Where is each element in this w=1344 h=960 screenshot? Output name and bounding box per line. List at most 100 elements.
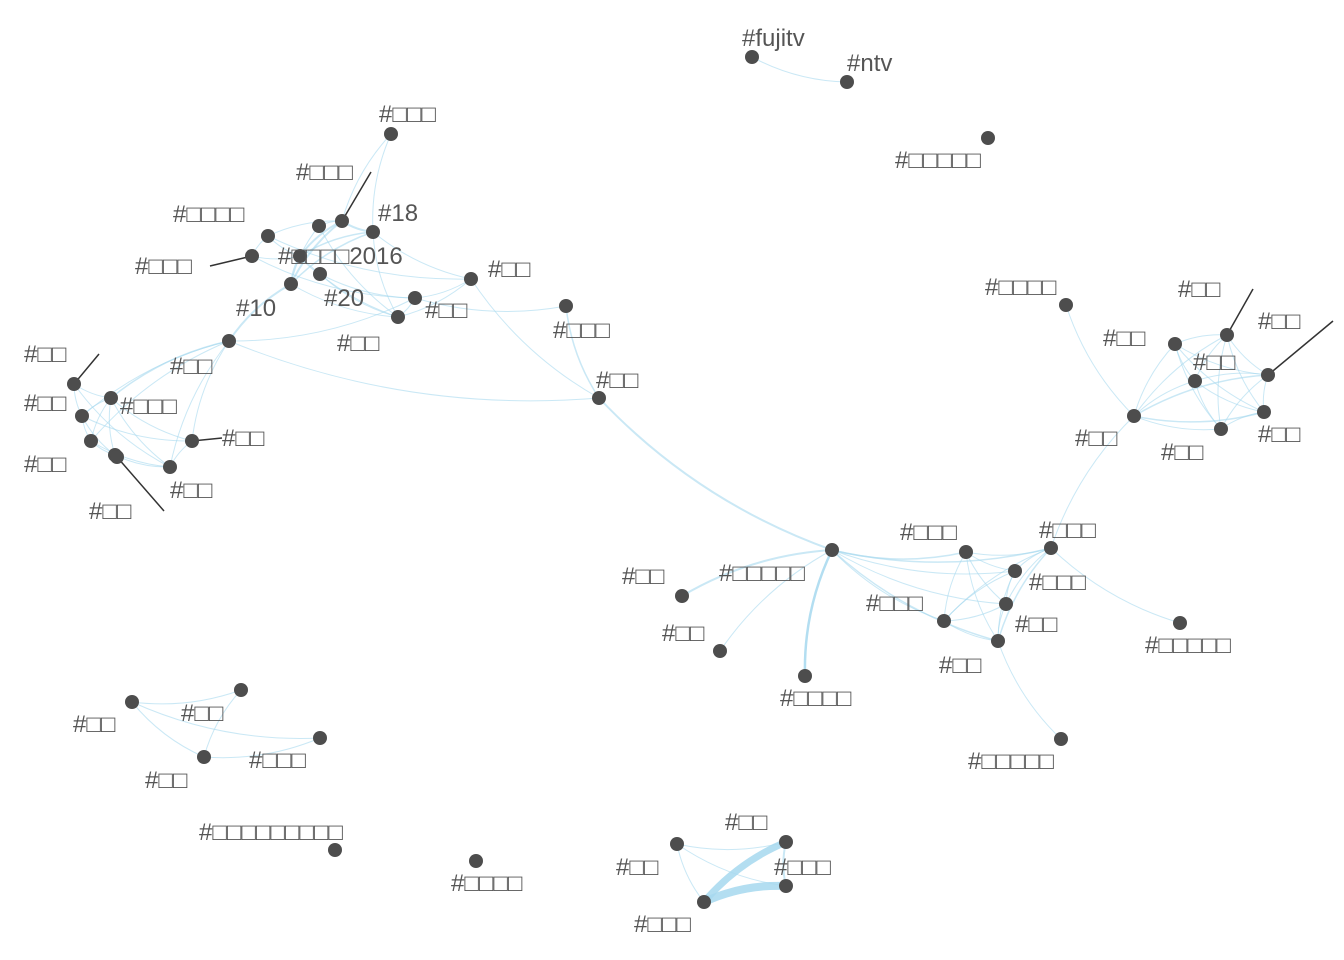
node-n_c3h[interactable] bbox=[1214, 422, 1228, 436]
node-n_c3a[interactable] bbox=[1059, 298, 1073, 312]
node-n_c4e[interactable] bbox=[999, 597, 1013, 611]
edge-n_c6b-n_c6d bbox=[700, 838, 790, 906]
node-n_c2g[interactable] bbox=[163, 460, 177, 474]
node-label-n_c1c: #□□□ bbox=[135, 253, 192, 280]
node-n20[interactable] bbox=[391, 310, 405, 324]
node-n_c5d[interactable] bbox=[313, 731, 327, 745]
node-n_c1d[interactable] bbox=[312, 219, 326, 233]
node-label-n_c3g: #□□ bbox=[1258, 421, 1301, 448]
node-label-n_c2c: #□□ bbox=[24, 390, 67, 417]
node-fujitv[interactable] bbox=[745, 50, 759, 64]
node-n_c3e[interactable] bbox=[1188, 374, 1202, 388]
edge-n_c4d-n_c4e bbox=[943, 603, 1007, 622]
node-label-n_c4b: #□□□ bbox=[1039, 517, 1096, 544]
edge-n_c4c-n_c4d bbox=[943, 570, 1016, 622]
node-n_c4h[interactable] bbox=[1054, 732, 1068, 746]
node-label-n_c2b: #□□ bbox=[170, 353, 213, 380]
node-label-n_c3e: #□□ bbox=[1193, 349, 1236, 376]
node-ntv[interactable] bbox=[840, 75, 854, 89]
node-n_c2e[interactable] bbox=[185, 434, 199, 448]
node-n_c6a[interactable] bbox=[670, 837, 684, 851]
node-n_c4f[interactable] bbox=[991, 634, 1005, 648]
node-n_c3f[interactable] bbox=[1127, 409, 1141, 423]
edge-n_hub2-n_c4f bbox=[831, 549, 999, 642]
node-n_c1i[interactable] bbox=[559, 299, 573, 313]
node-n_c1g[interactable] bbox=[464, 272, 478, 286]
edge-n10-n_c1h bbox=[228, 283, 292, 342]
node-label-n_c6c: #□□□ bbox=[774, 854, 831, 881]
node-label-n_c3b: #□□ bbox=[1178, 276, 1221, 303]
node-label-n_c4a: #□□□ bbox=[900, 519, 957, 546]
edge-n_c3e-n_c3g bbox=[1194, 380, 1265, 413]
node-n_c2h[interactable] bbox=[110, 450, 124, 464]
node-n_c4b[interactable] bbox=[1044, 541, 1058, 555]
node-n_c3d[interactable] bbox=[1261, 368, 1275, 382]
edge-n_c4b-n_c4g bbox=[1050, 547, 1181, 624]
edge-n_c1h-n_c1f bbox=[228, 297, 416, 342]
node-n_c6c[interactable] bbox=[779, 879, 793, 893]
edge-n_c5c-n_c5d bbox=[203, 737, 321, 759]
node-n_c1b[interactable] bbox=[261, 229, 275, 243]
node-n_c1a[interactable] bbox=[335, 214, 349, 228]
node-n_c4d[interactable] bbox=[937, 614, 951, 628]
node-label-n_c4c: #□□□ bbox=[1029, 569, 1086, 596]
node-n_c4a[interactable] bbox=[959, 545, 973, 559]
edge-n_c1f-n_c1i bbox=[414, 297, 567, 313]
node-n_c6d[interactable] bbox=[697, 895, 711, 909]
node-label-n2016: #□□□□2016 bbox=[278, 243, 403, 270]
node-n_c4i[interactable] bbox=[675, 589, 689, 603]
node-label-n_c4j: #□□ bbox=[662, 620, 705, 647]
node-n_iso2[interactable] bbox=[469, 854, 483, 868]
node-n_hub1[interactable] bbox=[592, 391, 606, 405]
node-n_c1c[interactable] bbox=[245, 249, 259, 263]
node-n_c1e[interactable] bbox=[313, 267, 327, 281]
node-label-n_c5b: #□□ bbox=[181, 700, 224, 727]
node-label-n_c3a: #□□□□ bbox=[985, 274, 1057, 301]
node-n_c2c[interactable] bbox=[75, 409, 89, 423]
node-n_c2a[interactable] bbox=[67, 377, 81, 391]
edge-n_c5a-n_c5b bbox=[131, 689, 242, 705]
edge-n_c1i-n_hub1 bbox=[565, 305, 600, 399]
node-n2016[interactable] bbox=[293, 249, 307, 263]
node-label-n_hub1: #□□ bbox=[596, 367, 639, 394]
node-n_c6b[interactable] bbox=[779, 835, 793, 849]
edge-n_c1e-n_c1f bbox=[319, 273, 416, 299]
node-label-n_top: #□□□ bbox=[379, 101, 436, 128]
edge-n_c5a-n_c5d bbox=[131, 701, 321, 739]
edges-layer bbox=[73, 56, 1269, 906]
edge-n_c2d-n_c2g bbox=[90, 440, 171, 468]
edge-n_hub2-n_c4k bbox=[803, 548, 834, 678]
node-label-n_c4e: #□□ bbox=[1015, 611, 1058, 638]
node-n_c3g[interactable] bbox=[1257, 405, 1271, 419]
node-label-n10: #10 bbox=[236, 295, 276, 322]
node-n_c4g[interactable] bbox=[1173, 616, 1187, 630]
node-n18[interactable] bbox=[366, 225, 380, 239]
leader-line-n_c1a bbox=[341, 171, 372, 222]
edge-n_c2a-n_c2g bbox=[73, 383, 171, 468]
node-label-n_c4g: #□□□□□ bbox=[1145, 632, 1231, 659]
node-n_hub2[interactable] bbox=[825, 543, 839, 557]
node-n_c5a[interactable] bbox=[125, 695, 139, 709]
node-n_c3b[interactable] bbox=[1220, 328, 1234, 342]
node-n10[interactable] bbox=[284, 277, 298, 291]
edge-n_c4b-n_c4f bbox=[997, 547, 1052, 642]
node-n_tr8[interactable] bbox=[981, 131, 995, 145]
node-n_c5b[interactable] bbox=[234, 683, 248, 697]
node-n_c2b[interactable] bbox=[104, 391, 118, 405]
node-n_top[interactable] bbox=[384, 127, 398, 141]
node-label-n_c2e: #□□ bbox=[222, 425, 265, 452]
node-n_iso1[interactable] bbox=[328, 843, 342, 857]
node-label-n_c1b: #□□□□ bbox=[173, 201, 245, 228]
edge-n_c1g-n_hub1 bbox=[470, 278, 600, 399]
node-n_c4j[interactable] bbox=[713, 644, 727, 658]
node-n_c3c[interactable] bbox=[1168, 337, 1182, 351]
node-n_c1h[interactable] bbox=[222, 334, 236, 348]
node-n_c2d[interactable] bbox=[84, 434, 98, 448]
node-n_c4k[interactable] bbox=[798, 669, 812, 683]
edge-n_c1b-n_c1g bbox=[267, 235, 472, 280]
node-n_c4c[interactable] bbox=[1008, 564, 1022, 578]
node-n_c5c[interactable] bbox=[197, 750, 211, 764]
node-n_c1f[interactable] bbox=[408, 291, 422, 305]
edge-n_c2b-n_c2e bbox=[110, 397, 193, 442]
